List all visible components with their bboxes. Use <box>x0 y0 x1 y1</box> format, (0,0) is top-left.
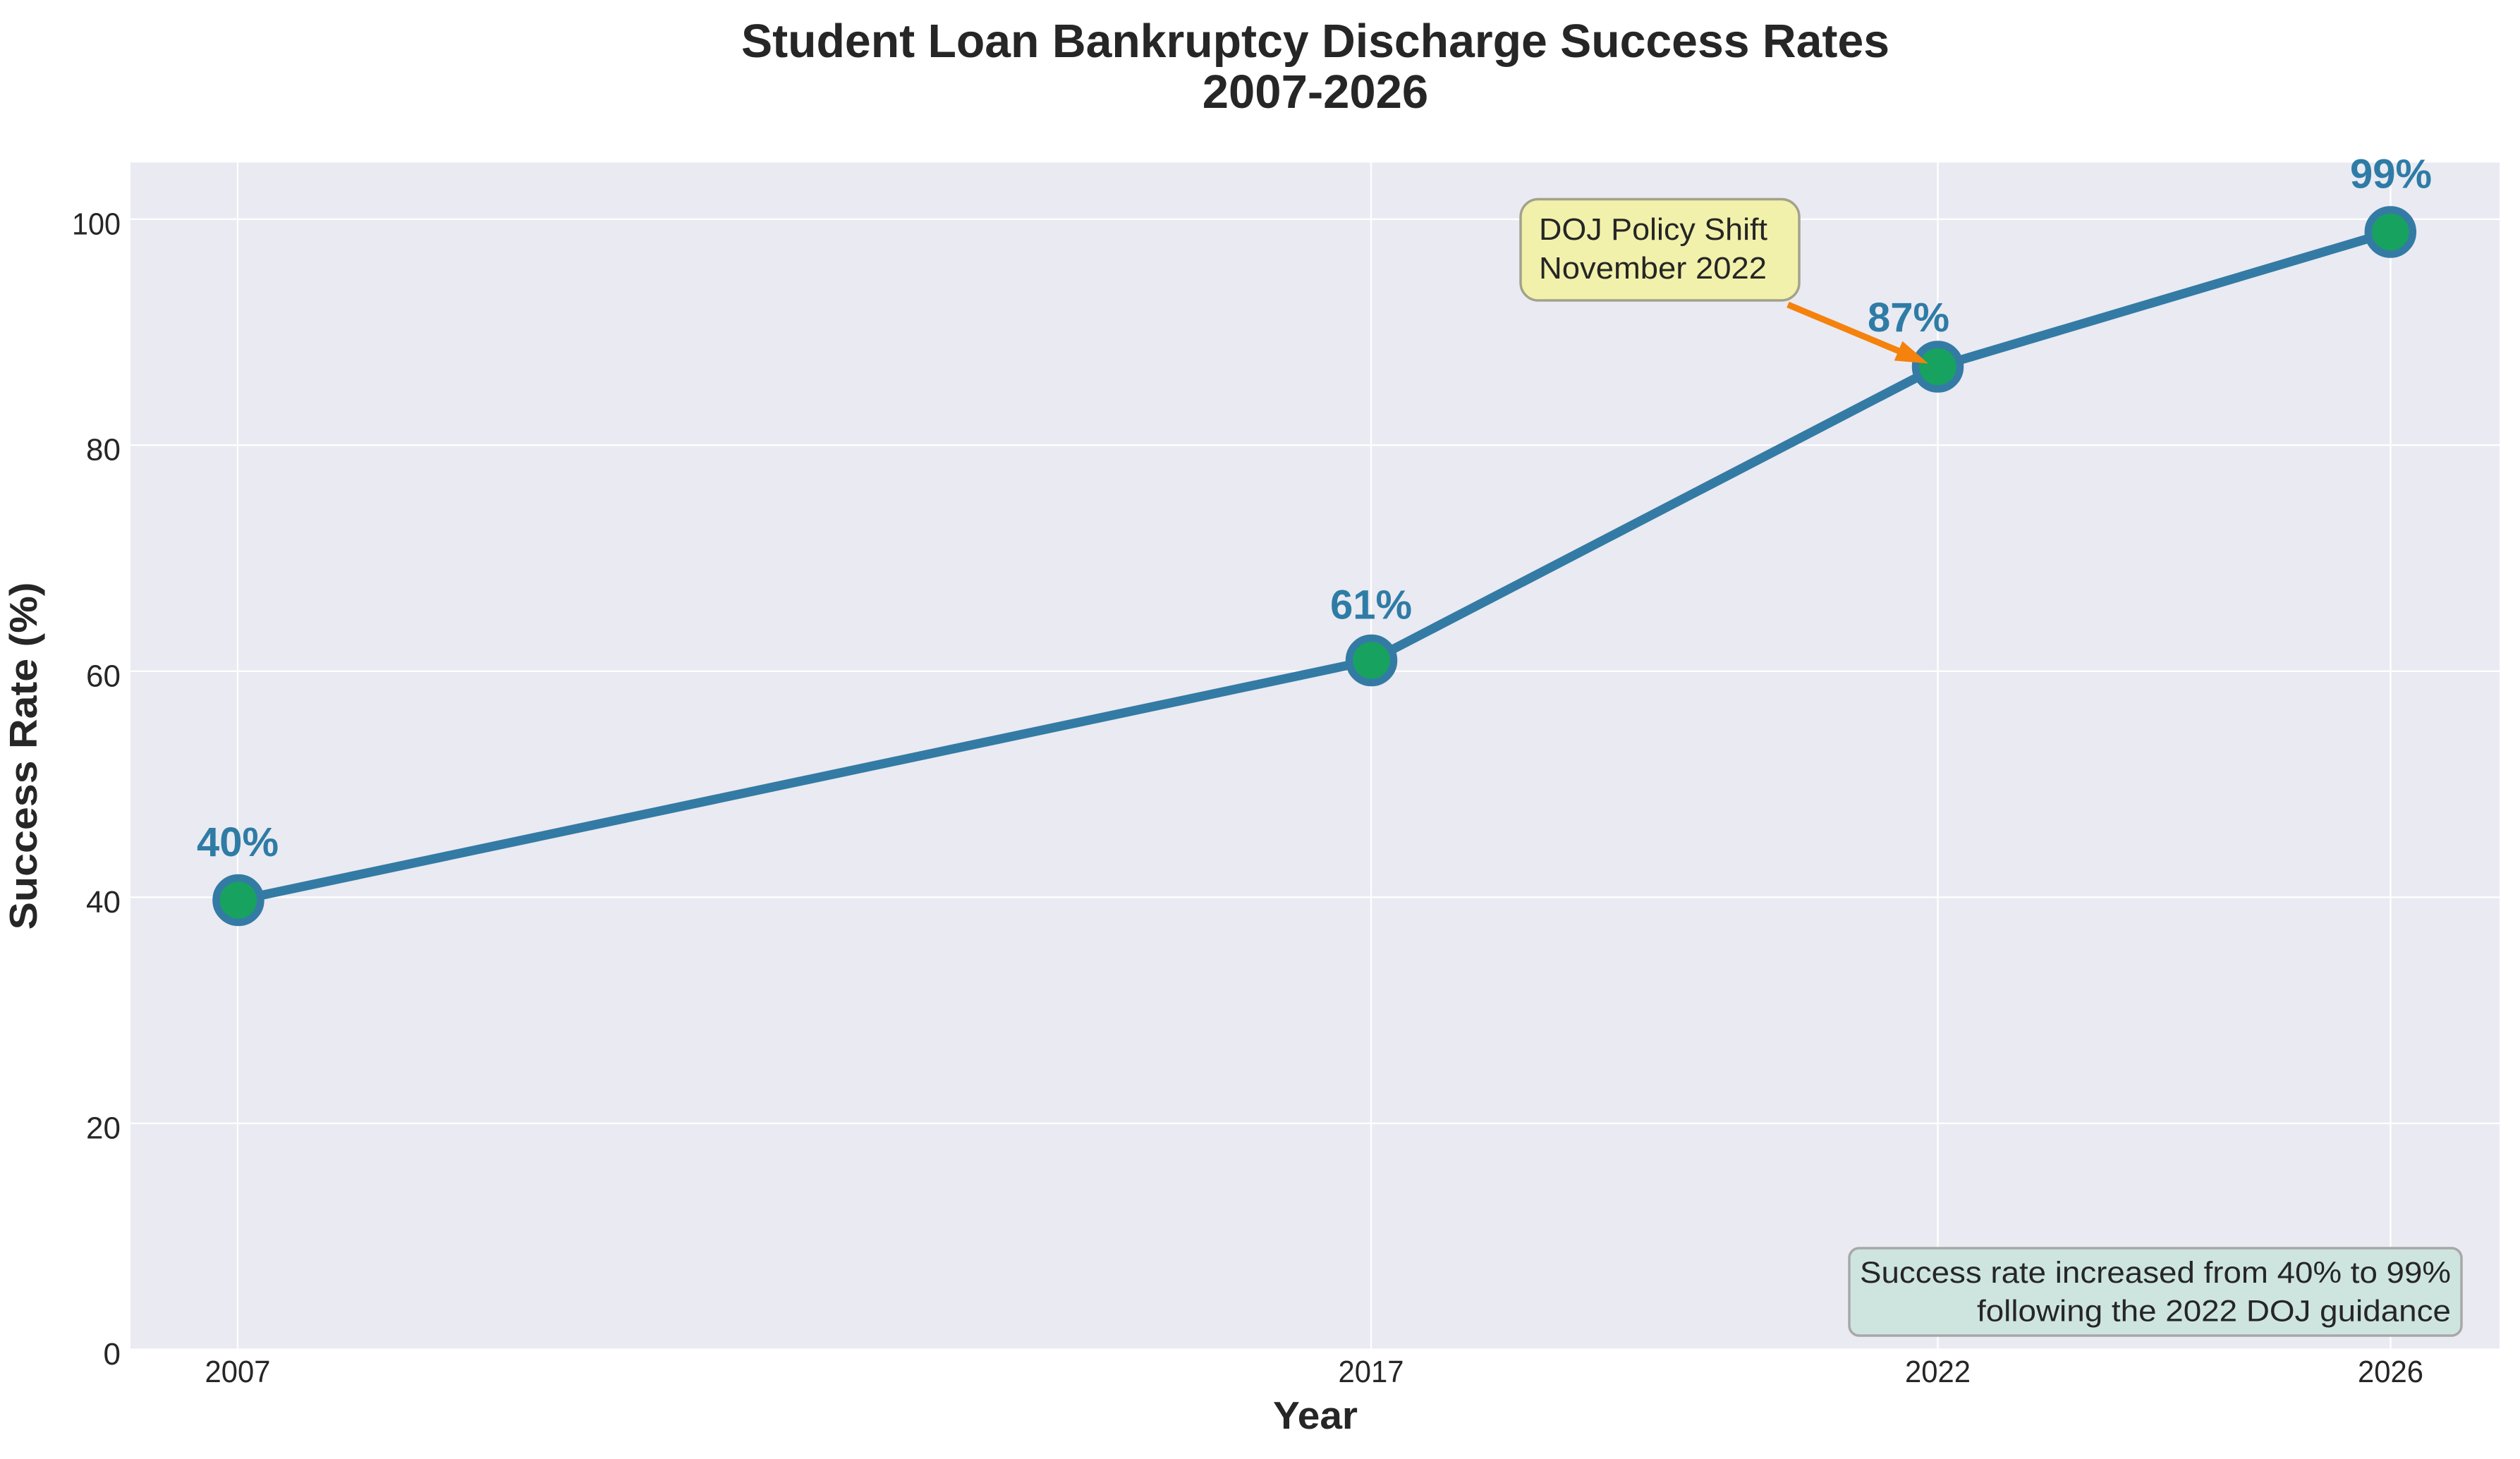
svg-text:60: 60 <box>86 659 121 693</box>
svg-text:Success rate increased from 40: Success rate increased from 40% to 99% <box>1860 1256 2451 1290</box>
svg-text:40%: 40% <box>197 819 279 865</box>
svg-text:100: 100 <box>72 207 121 241</box>
svg-text:Success Rate (%): Success Rate (%) <box>1 582 45 930</box>
svg-text:40: 40 <box>86 885 121 920</box>
svg-text:2026: 2026 <box>2358 1355 2423 1389</box>
svg-text:87%: 87% <box>1868 295 1949 341</box>
svg-text:2007-2026: 2007-2026 <box>1203 66 1428 118</box>
svg-text:2017: 2017 <box>1339 1355 1404 1389</box>
svg-text:Year: Year <box>1273 1393 1358 1437</box>
svg-text:61%: 61% <box>1330 582 1412 628</box>
svg-text:November 2022: November 2022 <box>1539 251 1767 286</box>
svg-text:2007: 2007 <box>205 1355 271 1389</box>
svg-text:99%: 99% <box>2350 152 2432 197</box>
svg-text:2022: 2022 <box>1905 1355 1971 1389</box>
svg-text:DOJ Policy Shift: DOJ Policy Shift <box>1539 212 1767 247</box>
svg-text:0: 0 <box>104 1337 121 1372</box>
svg-text:20: 20 <box>86 1111 121 1146</box>
svg-text:Student Loan Bankruptcy Discha: Student Loan Bankruptcy Discharge Succes… <box>741 15 1889 68</box>
svg-text:following the 2022 DOJ guidanc: following the 2022 DOJ guidance <box>1977 1295 2451 1329</box>
svg-text:80: 80 <box>86 433 121 468</box>
